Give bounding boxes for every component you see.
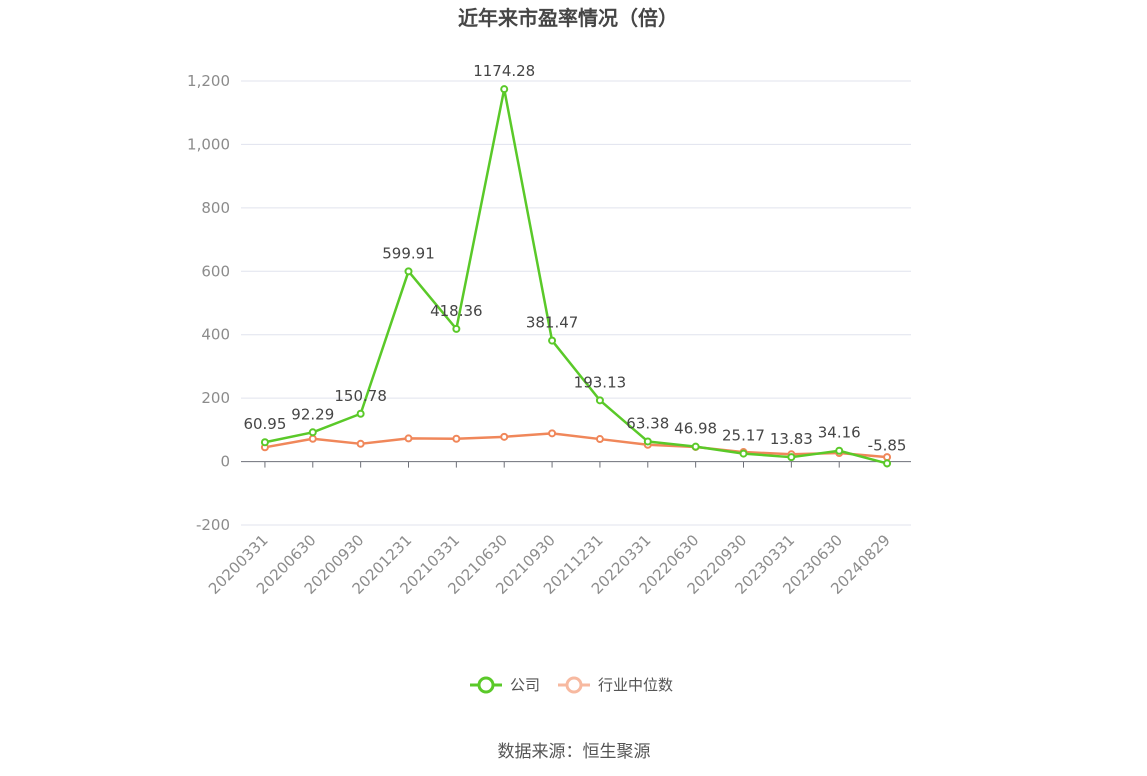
data-label: 92.29 (291, 405, 334, 423)
data-point-company (787, 453, 796, 462)
data-label: 63.38 (626, 414, 669, 432)
legend-marker (565, 676, 583, 694)
y-tick-label: -200 (196, 516, 230, 534)
data-point-industry-median (356, 439, 365, 448)
data-label: 193.13 (574, 373, 627, 391)
data-point-company (643, 437, 652, 446)
legend-marker (477, 676, 495, 694)
data-point-company (356, 409, 365, 418)
data-label: 599.91 (382, 244, 435, 262)
legend[interactable]: 公司 行业中位数 (470, 676, 673, 694)
series-line-company (264, 87, 888, 465)
data-point-company (548, 336, 557, 345)
y-tick-label: 1,000 (187, 135, 230, 153)
y-tick-label: 400 (201, 326, 230, 344)
legend-item-industry-median[interactable]: 行业中位数 (558, 676, 673, 694)
data-label: 13.83 (770, 430, 813, 448)
y-tick-label: 600 (201, 262, 230, 280)
data-point-company (595, 396, 604, 405)
chart-title: 近年来市盈率情况（倍） (458, 6, 678, 30)
data-point-company (308, 428, 317, 437)
data-point-company (691, 442, 700, 451)
data-point-company (883, 459, 892, 468)
y-tick-label: 0 (220, 453, 230, 471)
data-point-industry-median (452, 434, 461, 443)
data-label: 60.95 (243, 415, 286, 433)
data-point-industry-median (883, 453, 892, 462)
data-label: 34.16 (818, 424, 861, 442)
data-point-industry-median (595, 435, 604, 444)
legend-label: 行业中位数 (598, 676, 673, 694)
series-line-industry-median (264, 432, 888, 459)
data-label: 1174.28 (473, 62, 535, 80)
legend-label: 公司 (510, 676, 540, 694)
y-tick-label: 1,200 (187, 72, 230, 90)
x-axis: 2020033120200630202009302020123120210331… (205, 461, 911, 598)
y-tick-label: 200 (201, 389, 230, 407)
data-label: 25.17 (722, 427, 765, 445)
data-label: 418.36 (430, 302, 483, 320)
data-point-industry-median (500, 432, 509, 441)
legend-item-company[interactable]: 公司 (470, 676, 540, 694)
data-point-company (500, 85, 509, 94)
data-label: -5.85 (868, 436, 907, 454)
data-point-company (452, 324, 461, 333)
y-axis: -200 0 200 400 600 800 1,000 1,200 (187, 72, 230, 534)
data-point-company (260, 438, 269, 447)
data-point-company (739, 449, 748, 458)
data-point-company (404, 267, 413, 276)
data-label: 150.78 (334, 387, 387, 405)
source-note: 数据来源：恒生聚源 (498, 742, 651, 762)
data-point-industry-median (308, 434, 317, 443)
data-point-company (835, 446, 844, 455)
data-label: 46.98 (674, 420, 717, 438)
series-group (260, 85, 892, 468)
data-point-industry-median (548, 429, 557, 438)
data-point-industry-median (404, 434, 413, 443)
grid-lines (241, 80, 911, 526)
y-tick-label: 800 (201, 199, 230, 217)
data-label: 381.47 (526, 314, 579, 332)
